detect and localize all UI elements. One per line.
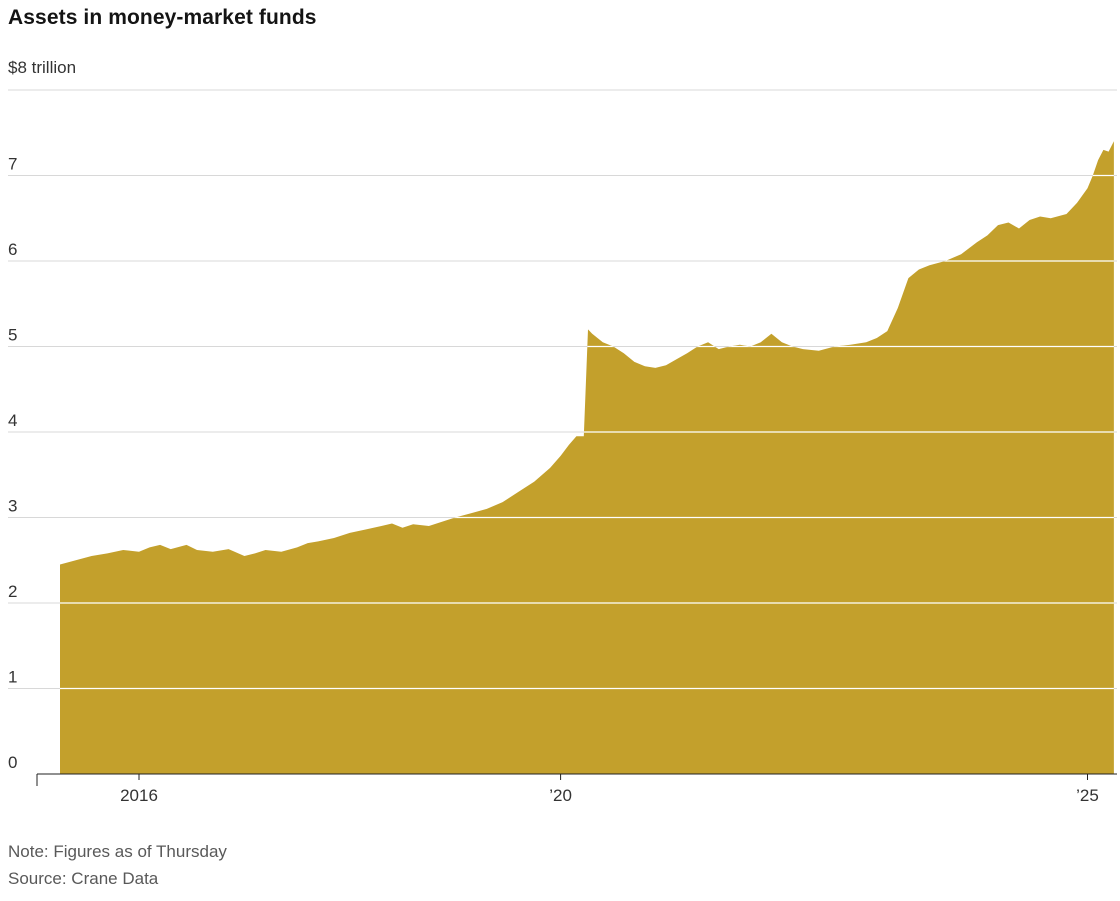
chart-note: Note: Figures as of Thursday <box>8 842 227 861</box>
x-tick-label: ’20 <box>549 786 572 805</box>
y-tick-label: 0 <box>8 753 17 772</box>
y-tick-label: 6 <box>8 240 17 259</box>
y-tick-label: 1 <box>8 668 17 687</box>
y-tick-label: 2 <box>8 582 17 601</box>
chart-title: Assets in money-market funds <box>8 6 317 29</box>
y-tick-label: 7 <box>8 155 17 174</box>
y-tick-label: 5 <box>8 326 17 345</box>
chart-source: Source: Crane Data <box>8 869 159 888</box>
x-tick-label: ’25 <box>1076 786 1099 805</box>
y-axis-unit-label: $8 trillion <box>8 58 77 77</box>
y-tick-label: 4 <box>8 411 17 430</box>
area-series <box>60 141 1114 775</box>
y-tick-label: 3 <box>8 497 17 516</box>
x-tick-label: 2016 <box>120 786 158 805</box>
